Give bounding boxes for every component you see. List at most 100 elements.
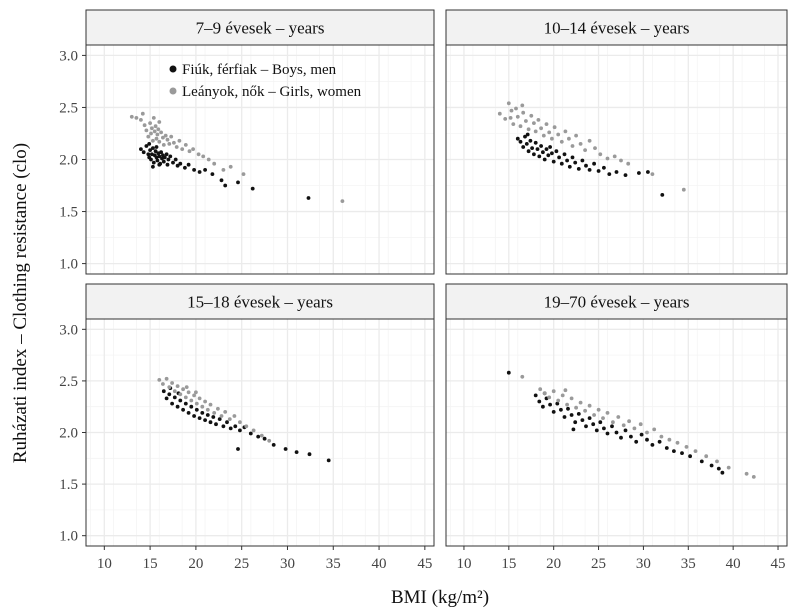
data-point-boys xyxy=(183,165,187,170)
data-point-girls xyxy=(267,438,272,443)
data-point-boys xyxy=(155,158,160,163)
data-point-girls xyxy=(508,116,513,120)
data-point-girls xyxy=(565,402,569,407)
data-point-girls xyxy=(515,114,520,119)
data-point-boys xyxy=(146,152,151,157)
data-point-boys xyxy=(525,132,530,137)
data-point-girls xyxy=(154,136,159,141)
data-point-girls xyxy=(598,152,603,157)
data-point-girls xyxy=(203,399,208,404)
data-point-boys xyxy=(629,434,633,439)
data-point-boys xyxy=(194,407,199,412)
data-point-boys xyxy=(657,439,662,444)
data-point-girls xyxy=(165,137,170,142)
data-point-boys xyxy=(565,158,569,163)
data-point-boys xyxy=(523,134,527,139)
x-tick-label: 40 xyxy=(726,556,741,572)
data-point-boys xyxy=(211,415,216,419)
panel-strip xyxy=(445,283,788,320)
data-point-boys xyxy=(186,162,191,167)
data-point-boys xyxy=(623,173,628,178)
data-point-girls xyxy=(152,129,157,134)
data-point-girls xyxy=(612,154,617,159)
data-point-boys xyxy=(162,155,167,160)
data-point-girls xyxy=(161,135,165,140)
data-point-boys xyxy=(306,196,311,200)
data-point-boys xyxy=(535,147,540,152)
data-point-girls xyxy=(626,161,631,166)
data-point-boys xyxy=(546,153,551,158)
y-axis-title: Ruházati index – Clothing resistance (cl… xyxy=(10,143,31,463)
data-point-girls xyxy=(726,465,731,470)
data-point-boys xyxy=(672,449,676,453)
data-point-girls xyxy=(189,398,194,403)
data-point-boys xyxy=(605,431,610,436)
legend-label-girls: Leányok, nők – Girls, women xyxy=(182,84,362,100)
data-point-boys xyxy=(580,418,585,422)
data-point-boys xyxy=(680,451,684,455)
y-tick-label: 1.5 xyxy=(59,477,78,493)
data-point-boys xyxy=(181,407,186,412)
data-point-boys xyxy=(283,447,288,451)
data-point-boys xyxy=(221,424,226,429)
data-point-boys xyxy=(151,146,155,151)
data-point-girls xyxy=(161,143,166,147)
data-point-boys xyxy=(326,458,331,463)
x-tick-label: 20 xyxy=(188,556,203,572)
data-point-boys xyxy=(551,159,556,164)
data-point-boys xyxy=(157,154,162,159)
data-point-boys xyxy=(602,426,606,431)
data-point-boys xyxy=(573,420,578,425)
panel-title: 7–9 évesek – years xyxy=(196,19,325,38)
y-tick-label: 3.0 xyxy=(59,48,78,64)
data-point-boys xyxy=(248,431,253,436)
data-point-boys xyxy=(548,402,552,407)
data-point-boys xyxy=(566,406,570,411)
panel-strip xyxy=(85,283,435,320)
data-point-girls xyxy=(511,122,516,126)
data-point-girls xyxy=(675,440,680,445)
data-point-boys xyxy=(530,146,534,151)
data-point-boys xyxy=(584,163,588,168)
data-point-girls xyxy=(542,391,547,396)
data-point-boys xyxy=(587,416,592,420)
data-point-boys xyxy=(256,434,261,439)
data-point-boys xyxy=(555,401,560,406)
data-point-girls xyxy=(638,422,643,427)
data-point-boys xyxy=(192,414,197,418)
data-point-boys xyxy=(178,161,183,166)
data-point-girls xyxy=(259,433,264,438)
data-point-boys xyxy=(148,148,153,153)
data-point-girls xyxy=(144,128,149,133)
data-point-boys xyxy=(580,158,585,163)
data-point-girls xyxy=(563,388,568,393)
data-point-girls xyxy=(587,403,592,408)
data-point-boys xyxy=(699,459,704,464)
data-point-girls xyxy=(538,387,543,392)
x-tick-label: 45 xyxy=(771,556,786,572)
data-point-boys xyxy=(542,157,547,162)
data-point-girls xyxy=(560,393,565,398)
data-point-boys xyxy=(173,157,178,162)
data-point-girls xyxy=(704,454,709,459)
data-point-boys xyxy=(596,169,601,173)
data-point-girls xyxy=(693,449,698,453)
data-point-boys xyxy=(610,424,614,429)
data-point-girls xyxy=(172,389,177,394)
data-point-boys xyxy=(262,436,267,441)
data-point-boys xyxy=(271,443,276,447)
data-point-girls xyxy=(596,407,601,412)
data-point-girls xyxy=(667,437,672,442)
data-point-boys xyxy=(175,163,180,168)
data-point-girls xyxy=(550,136,554,141)
data-point-boys xyxy=(154,145,159,149)
data-point-boys xyxy=(559,161,564,166)
data-point-girls xyxy=(167,385,172,389)
data-point-girls xyxy=(509,108,514,113)
data-point-boys xyxy=(171,160,175,165)
data-point-boys xyxy=(250,186,255,191)
data-point-girls xyxy=(149,131,153,136)
data-point-boys xyxy=(539,144,543,148)
data-point-boys xyxy=(515,136,520,141)
data-point-boys xyxy=(161,159,166,164)
